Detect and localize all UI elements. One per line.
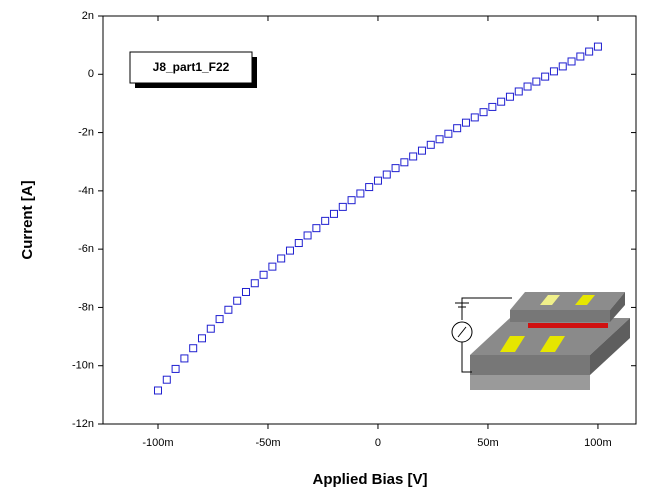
- x-tick-label: 0: [375, 437, 381, 449]
- annotation: J8_part1_F22: [153, 60, 230, 74]
- data-point: [171, 364, 180, 373]
- x-tick-label: -100m: [142, 437, 173, 449]
- x-tick-label: 50m: [477, 437, 498, 449]
- data-point: [153, 386, 162, 395]
- data-point: [435, 135, 444, 144]
- data-point: [505, 92, 514, 101]
- data-point: [329, 209, 338, 218]
- y-tick-label: 2n: [82, 10, 94, 22]
- data-point: [444, 129, 453, 138]
- data-point: [197, 334, 206, 343]
- data-point: [400, 158, 409, 167]
- data-point: [391, 164, 400, 173]
- device-inset: [451, 292, 630, 390]
- data-point: [558, 62, 567, 71]
- plot-frame: [102, 15, 637, 425]
- data-point: [215, 315, 224, 324]
- data-point: [233, 296, 242, 305]
- data-point: [294, 239, 303, 248]
- data-point: [312, 224, 321, 233]
- data-point: [541, 72, 550, 81]
- data-point: [285, 246, 294, 255]
- data-point: [365, 183, 374, 192]
- data-point: [277, 254, 286, 263]
- y-tick-label: -12n: [72, 418, 94, 430]
- y-tick-label: -10n: [72, 360, 94, 372]
- x-axis-title: Applied Bias [V]: [312, 471, 427, 488]
- y-tick-label: 0: [88, 68, 94, 80]
- data-point: [303, 231, 312, 240]
- data-point: [453, 124, 462, 133]
- data-point: [321, 216, 330, 225]
- data-point: [488, 102, 497, 111]
- data-point: [585, 47, 594, 56]
- data-point: [470, 113, 479, 122]
- data-point: [206, 324, 215, 333]
- y-tick-label: -4n: [78, 185, 94, 197]
- data-point: [417, 146, 426, 155]
- data-point: [180, 354, 189, 363]
- data-point: [532, 77, 541, 86]
- data-point: [250, 279, 259, 288]
- data-point: [347, 196, 356, 205]
- data-point: [356, 189, 365, 198]
- y-tick-label: -2n: [78, 126, 94, 138]
- data-point: [576, 52, 585, 61]
- x-tick-label: 100m: [584, 437, 612, 449]
- data-point: [338, 202, 347, 211]
- annotation-box: [129, 51, 253, 84]
- data-point: [241, 287, 250, 296]
- data-point: [514, 87, 523, 96]
- x-tick-label: -50m: [255, 437, 280, 449]
- data-point: [224, 305, 233, 314]
- data-point: [409, 152, 418, 161]
- y-tick-label: -6n: [78, 243, 94, 255]
- data-point: [461, 118, 470, 127]
- data-point: [189, 344, 198, 353]
- data-point: [479, 108, 488, 117]
- data-point: [523, 82, 532, 91]
- data-point: [162, 375, 171, 384]
- y-tick-label: -8n: [78, 301, 94, 313]
- data-point: [497, 97, 506, 106]
- data-point: [373, 176, 382, 185]
- y-axis-title: Current [A]: [19, 180, 36, 259]
- data-point: [593, 42, 602, 51]
- data-point: [259, 270, 268, 279]
- data-point: [382, 170, 391, 179]
- data-point: [549, 67, 558, 76]
- data-point: [268, 262, 277, 271]
- data-point: [567, 57, 576, 66]
- data-point: [426, 140, 435, 149]
